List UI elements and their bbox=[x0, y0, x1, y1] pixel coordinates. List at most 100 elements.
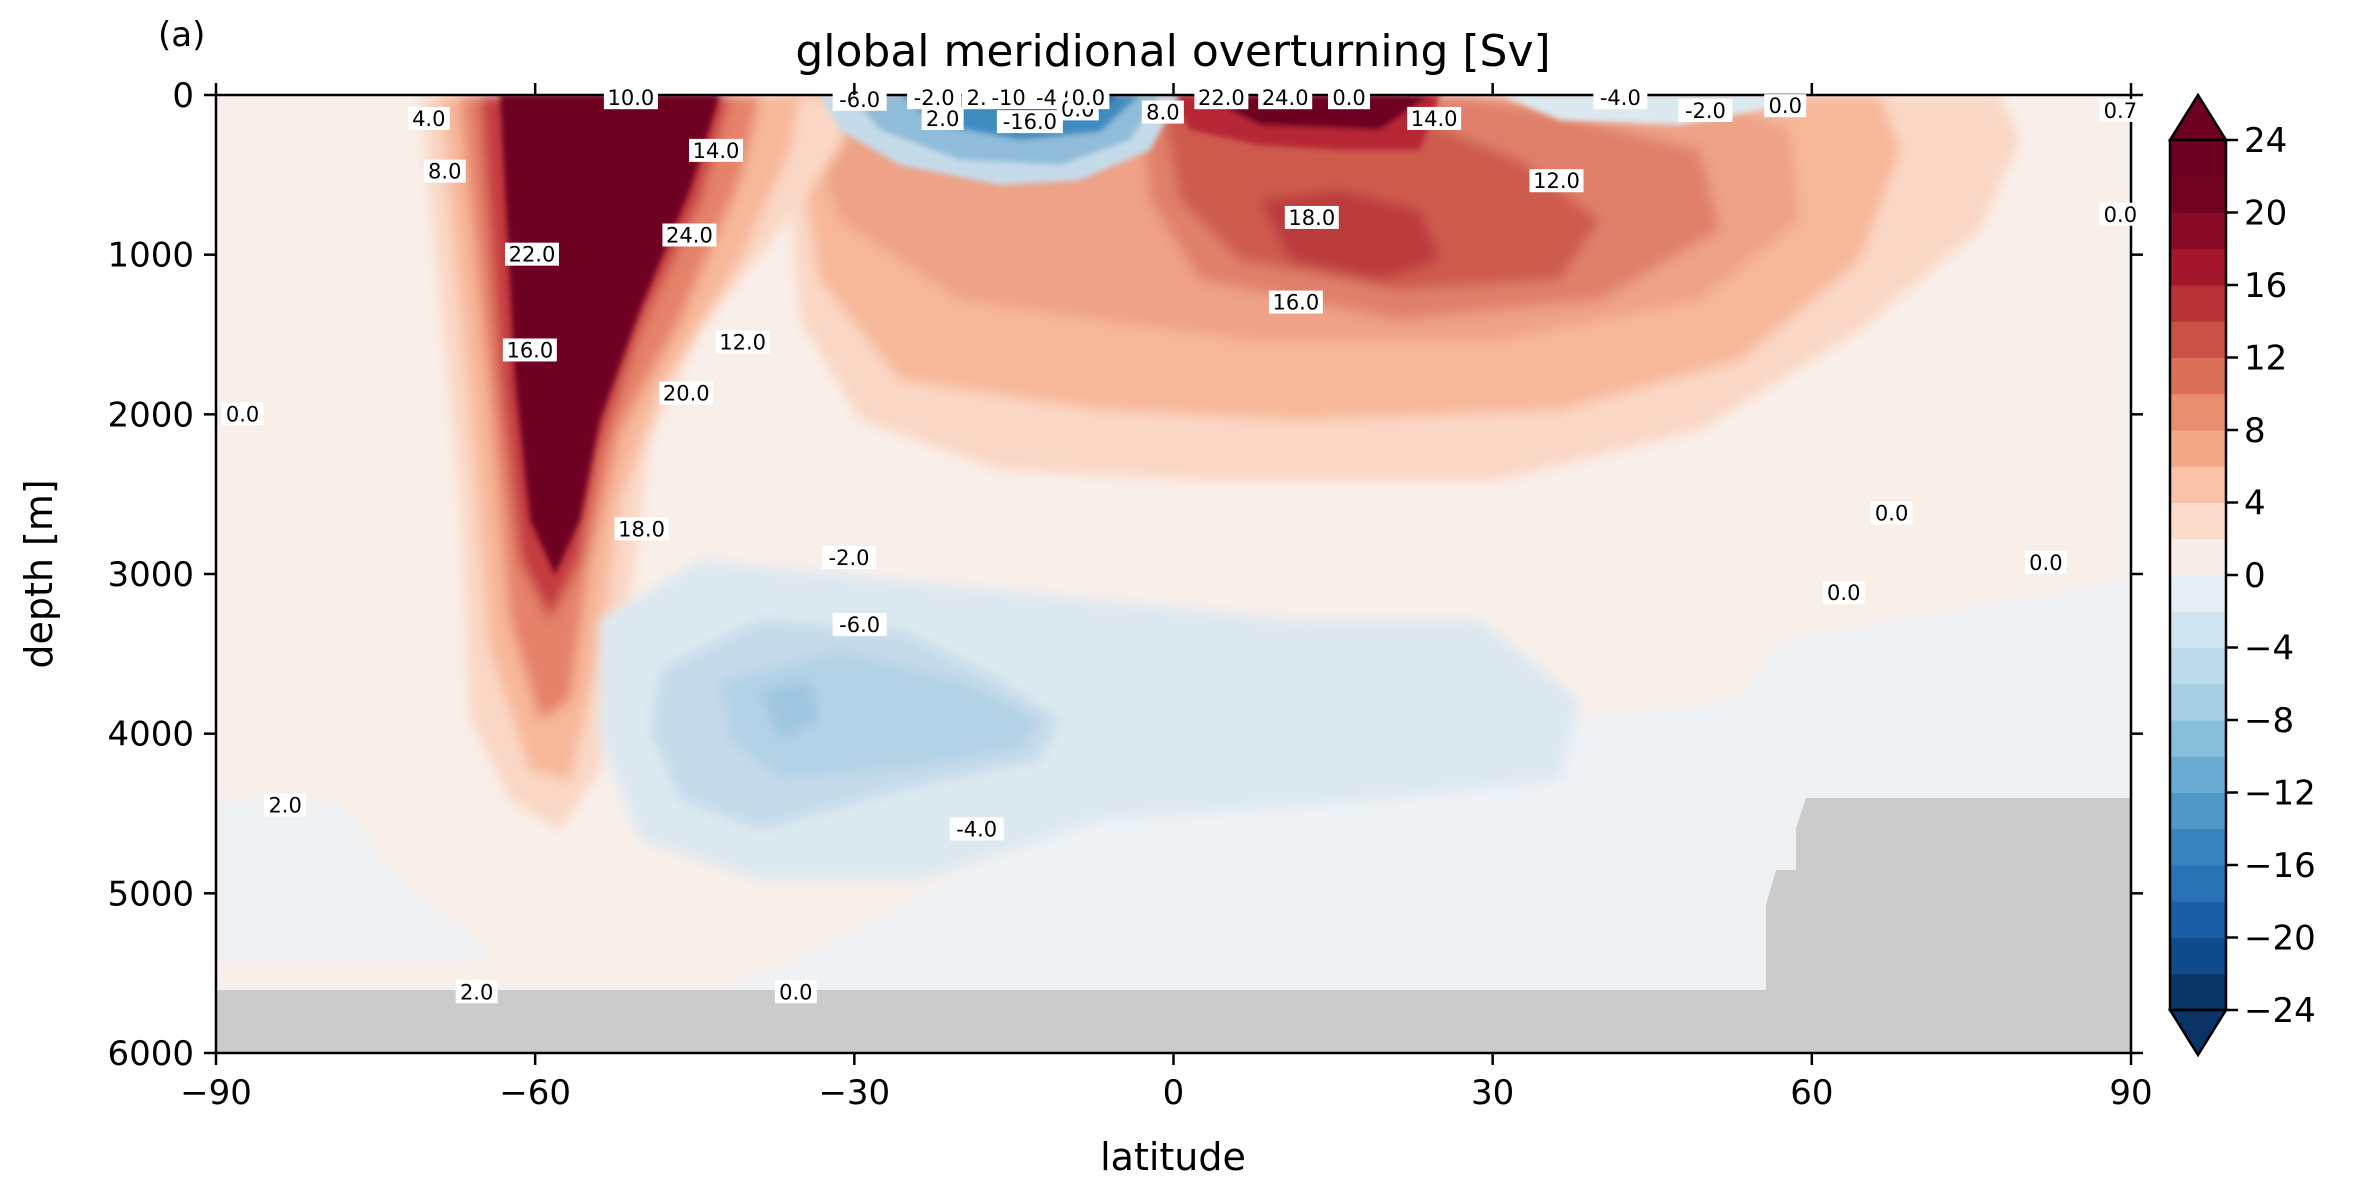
colorbar-bin bbox=[2170, 973, 2226, 1011]
contour-label: 16.0 bbox=[502, 338, 557, 362]
contour-label: -2.0 bbox=[1678, 98, 1733, 123]
colorbar-bin bbox=[2170, 720, 2226, 757]
contour-label: 14.0 bbox=[689, 138, 744, 163]
seafloor-mask-south bbox=[216, 990, 1776, 1053]
colorbar-bin bbox=[2170, 430, 2226, 467]
colorbar-bin bbox=[2170, 248, 2226, 286]
contour-label-text: -16.0 bbox=[1003, 110, 1057, 134]
contour-label-text: 0.0 bbox=[1769, 94, 1802, 118]
colorbar-tick-label: 0 bbox=[2244, 556, 2266, 596]
contour-label: 2.0 bbox=[921, 106, 964, 131]
contour-label: 8.0 bbox=[1141, 100, 1184, 125]
colorbar-bin bbox=[2170, 285, 2226, 322]
contour-label-text: 24.0 bbox=[1262, 86, 1309, 110]
contour-label: 20.0 bbox=[659, 381, 714, 406]
y-tick-label: 0 bbox=[172, 76, 194, 116]
deep-negative-8 bbox=[760, 680, 820, 740]
contour-label: 0.0 bbox=[2099, 202, 2142, 227]
contour-label: -10 bbox=[987, 86, 1030, 110]
contour-label-text: 0.0 bbox=[1332, 86, 1365, 110]
panel-label: (a) bbox=[158, 15, 205, 55]
contour-label: 0.0 bbox=[1822, 581, 1865, 605]
contour-label-text: 8.0 bbox=[428, 160, 461, 184]
contour-label-text: 0.0 bbox=[1875, 501, 1908, 525]
contour-label: 4.0 bbox=[407, 106, 450, 131]
colorbar-tick-label: 4 bbox=[2244, 484, 2266, 524]
contour-label-text: 20.0 bbox=[663, 382, 710, 406]
colorbar-tick-label: 8 bbox=[2244, 411, 2266, 451]
colorbar-bin bbox=[2170, 611, 2226, 648]
contour-label-text: -4.0 bbox=[956, 817, 997, 841]
contour-label-text: 14.0 bbox=[1411, 107, 1458, 131]
contour-label-text: 0.0 bbox=[226, 402, 259, 426]
contour-label-text: 2.0 bbox=[460, 980, 493, 1004]
contour-label: 22.0 bbox=[504, 243, 559, 267]
colorbar-extend-max bbox=[2167, 92, 2229, 142]
colorbar-bin bbox=[2170, 901, 2226, 938]
colorbar-tick-label: −20 bbox=[2244, 919, 2316, 959]
contour-label-text: 0.0 bbox=[1827, 581, 1860, 605]
y-axis: 0 1000 2000 3000 4000 5000 6000 bbox=[107, 76, 2143, 1074]
colorbar-tick-label: −8 bbox=[2244, 701, 2294, 741]
colorbar-tick-label: 12 bbox=[2244, 339, 2287, 379]
contour-label: 12.0 bbox=[1529, 169, 1584, 193]
colorbar-bin bbox=[2170, 865, 2226, 902]
contour-label-text: 16.0 bbox=[1272, 291, 1319, 315]
contour-label: 2.0 bbox=[455, 980, 498, 1004]
colorbar-bin bbox=[2170, 828, 2226, 866]
contour-label-text: 14.0 bbox=[693, 139, 740, 163]
contour-label-text: 22.0 bbox=[509, 243, 556, 267]
colorbar-tick-label: 16 bbox=[2244, 266, 2287, 306]
y-tick-label: 3000 bbox=[107, 555, 194, 595]
surface-cap-24 bbox=[1200, 95, 1430, 130]
contour-label-text: 10.0 bbox=[608, 86, 655, 110]
colorbar-tick-label: 24 bbox=[2244, 121, 2287, 161]
contour-label-text: 18.0 bbox=[1288, 206, 1335, 230]
contour-label: 0.7 bbox=[2099, 98, 2142, 123]
contour-label: 18.0 bbox=[1284, 205, 1339, 230]
contour-label-text: 8.0 bbox=[1146, 101, 1179, 125]
y-tick-label: 4000 bbox=[107, 715, 194, 755]
contour-label-text: 4.0 bbox=[412, 107, 445, 131]
contour-labels: 4.0 8.0 10.0 22.0 16.0 24.0 14.0 12.0 20.0 18.0 0.… bbox=[221, 86, 2142, 1004]
contour-label-text: -10 bbox=[991, 86, 1025, 110]
contour-label: 0.0 bbox=[1764, 94, 1807, 118]
colorbar-bin bbox=[2170, 937, 2226, 975]
contour-label: 0.0 bbox=[221, 402, 264, 426]
contour-label: -4.0 bbox=[949, 817, 1004, 841]
contour-label: -6.0 bbox=[832, 87, 887, 112]
contour-label: 0.0 bbox=[774, 980, 817, 1004]
contour-label: 0.0 bbox=[2024, 550, 2067, 575]
contour-label: 18.0 bbox=[614, 517, 669, 541]
contour-label-text: 12.0 bbox=[719, 330, 766, 354]
chart-title: global meridional overturning [Sv] bbox=[795, 26, 1550, 77]
x-tick-label: −90 bbox=[180, 1073, 252, 1113]
contour-label: -16.0 bbox=[996, 110, 1063, 134]
contour-label: 24.0 bbox=[662, 223, 717, 248]
colorbar-bin bbox=[2170, 756, 2226, 793]
colorbar-bin bbox=[2170, 321, 2226, 358]
colorbar: 24 20 16 12 8 4 0 −4 −8 −12 −16 −20 −24 bbox=[2167, 92, 2316, 1058]
colorbar-bin bbox=[2170, 357, 2226, 395]
contour-label: -4.0 bbox=[1593, 86, 1648, 110]
contour-label: 2. bbox=[961, 86, 992, 110]
x-tick-label: 30 bbox=[1471, 1073, 1514, 1113]
contour-label-text: -2.0 bbox=[914, 86, 955, 110]
colorbar-bin bbox=[2170, 502, 2226, 540]
colorbar-bin bbox=[2170, 393, 2226, 431]
contour-label-text: 18.0 bbox=[618, 517, 665, 541]
colorbar-bin bbox=[2170, 176, 2226, 213]
colorbar-bin bbox=[2170, 140, 2226, 177]
contour-label-text: -4.0 bbox=[1600, 86, 1641, 110]
contour-label: -6.0 bbox=[832, 613, 887, 637]
contour-label-text: 22.0 bbox=[1198, 86, 1245, 110]
contour-label-text: 16.0 bbox=[506, 338, 553, 362]
contour-label: -2.0 bbox=[822, 546, 877, 570]
contour-label: 12.0 bbox=[715, 330, 770, 354]
contour-label-text: 0.0 bbox=[1072, 86, 1105, 110]
colorbar-bin bbox=[2170, 466, 2226, 503]
contour-label: -2.0 bbox=[907, 86, 962, 110]
contour-label-text: -6.0 bbox=[839, 613, 880, 637]
x-axis: −90 −60 −30 0 30 60 90 bbox=[180, 83, 2153, 1113]
colorbar-tick-label: −16 bbox=[2244, 846, 2316, 886]
